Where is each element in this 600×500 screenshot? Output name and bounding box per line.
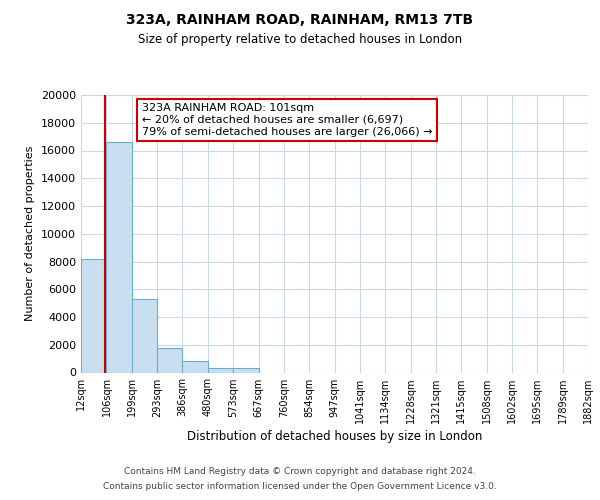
Text: Size of property relative to detached houses in London: Size of property relative to detached ho… bbox=[138, 32, 462, 46]
Text: Contains HM Land Registry data © Crown copyright and database right 2024.: Contains HM Land Registry data © Crown c… bbox=[124, 467, 476, 476]
Text: 323A RAINHAM ROAD: 101sqm
← 20% of detached houses are smaller (6,697)
79% of se: 323A RAINHAM ROAD: 101sqm ← 20% of detac… bbox=[142, 104, 433, 136]
Bar bbox=[182, 362, 208, 372]
Text: Contains public sector information licensed under the Open Government Licence v3: Contains public sector information licen… bbox=[103, 482, 497, 491]
Bar bbox=[157, 348, 182, 372]
Bar bbox=[81, 258, 106, 372]
X-axis label: Distribution of detached houses by size in London: Distribution of detached houses by size … bbox=[187, 430, 482, 443]
Bar bbox=[106, 142, 132, 372]
Y-axis label: Number of detached properties: Number of detached properties bbox=[25, 146, 35, 322]
Bar bbox=[132, 299, 157, 372]
Text: 323A, RAINHAM ROAD, RAINHAM, RM13 7TB: 323A, RAINHAM ROAD, RAINHAM, RM13 7TB bbox=[127, 12, 473, 26]
Bar bbox=[233, 368, 259, 372]
Bar bbox=[208, 368, 233, 372]
